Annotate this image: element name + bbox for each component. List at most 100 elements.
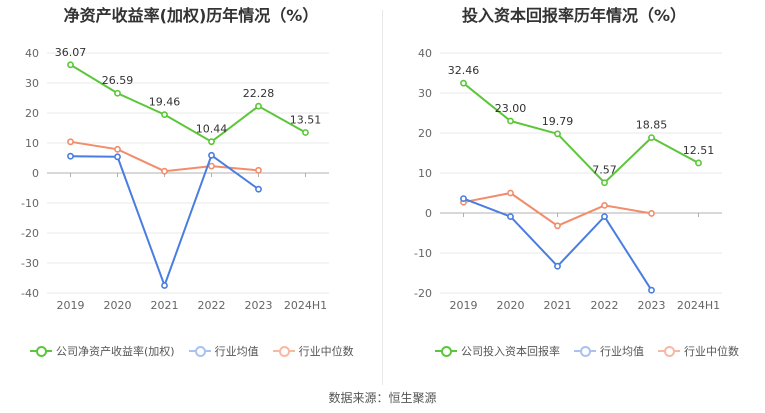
legend-industry-avg[interactable]: 行业均值 — [188, 343, 259, 359]
company-point[interactable] — [695, 159, 702, 167]
industry-avg-point[interactable] — [67, 152, 74, 160]
y-tick-label: 0 — [425, 207, 432, 220]
company-point[interactable] — [255, 102, 262, 110]
y-tick-label: -10 — [414, 247, 432, 260]
x-tick-label: 2019 — [57, 299, 85, 312]
y-tick-label: 30 — [418, 87, 432, 100]
industry-median-point[interactable] — [67, 138, 74, 146]
x-tick-label: 2021 — [151, 299, 179, 312]
legend-company-roic[interactable]: 公司投入资本回报率 — [435, 343, 560, 359]
company-point[interactable] — [648, 134, 655, 141]
x-tick-label: 2023 — [245, 299, 273, 312]
legend-marker-icon — [272, 345, 295, 357]
legend-industry-avg[interactable]: 行业均值 — [574, 343, 644, 359]
data-label: 10.44 — [196, 123, 228, 136]
x-tick-label: 2022 — [591, 299, 619, 312]
legend-industry-median[interactable]: 行业中位数 — [272, 343, 354, 359]
legend-industry-median-label: 行业中位数 — [298, 345, 354, 358]
industry-median-point[interactable] — [255, 166, 262, 174]
company-point[interactable] — [208, 138, 215, 146]
data-label: 13.51 — [290, 113, 322, 126]
data-label: 7.57 — [592, 164, 617, 177]
industry-median-point[interactable] — [507, 189, 514, 197]
y-tick-label: -40 — [21, 287, 39, 300]
legend-company-roe-label: 公司净资产收益率(加权) — [56, 345, 175, 358]
company-point[interactable] — [507, 117, 514, 125]
industry-avg-point[interactable] — [648, 286, 655, 294]
y-tick-label: -10 — [21, 197, 39, 210]
right-legend: 公司投入资本回报率 行业均值 行业中位数 — [435, 343, 739, 359]
left-chart-title: 净资产收益率(加权)历年情况（%） — [63, 6, 319, 25]
industry-avg-point[interactable] — [208, 151, 215, 159]
y-tick-label: 40 — [25, 47, 39, 60]
data-label: 19.79 — [542, 115, 574, 128]
y-tick-label: -20 — [414, 287, 432, 300]
x-tick-label: 2021 — [544, 299, 572, 312]
legend-marker-icon — [188, 345, 211, 357]
x-tick-label: 2024H1 — [677, 299, 720, 312]
x-tick-label: 2022 — [198, 299, 226, 312]
company-point[interactable] — [302, 129, 309, 136]
industry-avg-point[interactable] — [554, 262, 561, 270]
company-point[interactable] — [161, 111, 168, 119]
y-tick-label: 10 — [25, 137, 39, 150]
data-label: 12.51 — [683, 144, 715, 157]
industry-median-point[interactable] — [601, 201, 608, 209]
data-label: 22.28 — [243, 87, 275, 100]
legend-company-roe[interactable]: 公司净资产收益率(加权) — [30, 343, 175, 359]
left-legend: 公司净资产收益率(加权) 行业均值 行业中位数 — [30, 343, 354, 359]
data-label: 26.59 — [102, 74, 134, 87]
legend-industry-median[interactable]: 行业中位数 — [658, 343, 739, 359]
legend-marker-icon — [435, 345, 457, 357]
industry-median-point[interactable] — [208, 162, 215, 170]
industry-median-point[interactable] — [648, 209, 655, 217]
y-tick-label: 20 — [418, 127, 432, 140]
right-chart-title: 投入资本回报率历年情况（%） — [461, 6, 687, 25]
y-tick-label: 20 — [25, 107, 39, 120]
data-label: 23.00 — [495, 102, 527, 115]
legend-company-roic-label: 公司投入资本回报率 — [461, 345, 560, 358]
x-tick-label: 2020 — [497, 299, 525, 312]
x-tick-label: 2023 — [638, 299, 666, 312]
y-tick-label: -30 — [21, 257, 39, 270]
y-tick-label: 0 — [32, 167, 39, 180]
industry-avg-point[interactable] — [507, 213, 514, 220]
legend-industry-avg-label: 行业均值 — [214, 345, 259, 358]
roic-chart: 40 30 20 10 0 -10 -20 2019 2020 2021 2022 2023 2024H… — [414, 47, 722, 312]
data-label: 32.46 — [448, 64, 480, 77]
company-line — [462, 82, 699, 185]
industry-median-point[interactable] — [161, 167, 168, 175]
company-point[interactable] — [554, 130, 561, 138]
x-tick-label: 2024H1 — [284, 299, 327, 312]
legend-industry-avg-label: 行业均值 — [600, 345, 644, 358]
company-point[interactable] — [601, 179, 608, 187]
y-tick-label: 30 — [25, 77, 39, 90]
industry-avg-point[interactable] — [114, 153, 121, 161]
company-line — [69, 63, 306, 143]
x-tick-label: 2019 — [450, 299, 478, 312]
industry-median-point[interactable] — [554, 222, 561, 230]
x-tick-label: 2020 — [104, 299, 132, 312]
company-point[interactable] — [460, 79, 467, 87]
industry-median-point[interactable] — [114, 145, 121, 153]
company-point[interactable] — [67, 61, 74, 69]
data-source: 数据来源：恒生聚源 — [328, 391, 437, 405]
industry-avg-point[interactable] — [161, 282, 168, 289]
panel-divider — [382, 10, 383, 385]
legend-marker-icon — [658, 345, 680, 357]
industry-avg-point[interactable] — [255, 185, 262, 193]
data-label: 18.85 — [636, 119, 668, 132]
industry-avg-point[interactable] — [460, 195, 467, 202]
data-label: 19.46 — [149, 96, 181, 109]
legend-marker-icon — [30, 345, 52, 357]
company-point[interactable] — [114, 89, 121, 97]
industry-avg-line — [463, 197, 653, 291]
data-label: 36.07 — [55, 46, 87, 59]
y-tick-label: -20 — [21, 227, 39, 240]
y-tick-label: 10 — [418, 167, 432, 180]
legend-marker-icon — [574, 345, 596, 357]
roe-chart: 40 30 20 10 0 -10 -20 -30 -40 2019 2020 2021 2022 202… — [21, 46, 329, 312]
y-tick-label: 40 — [418, 47, 432, 60]
legend-industry-median-label: 行业中位数 — [684, 345, 739, 358]
industry-avg-point[interactable] — [601, 213, 608, 220]
